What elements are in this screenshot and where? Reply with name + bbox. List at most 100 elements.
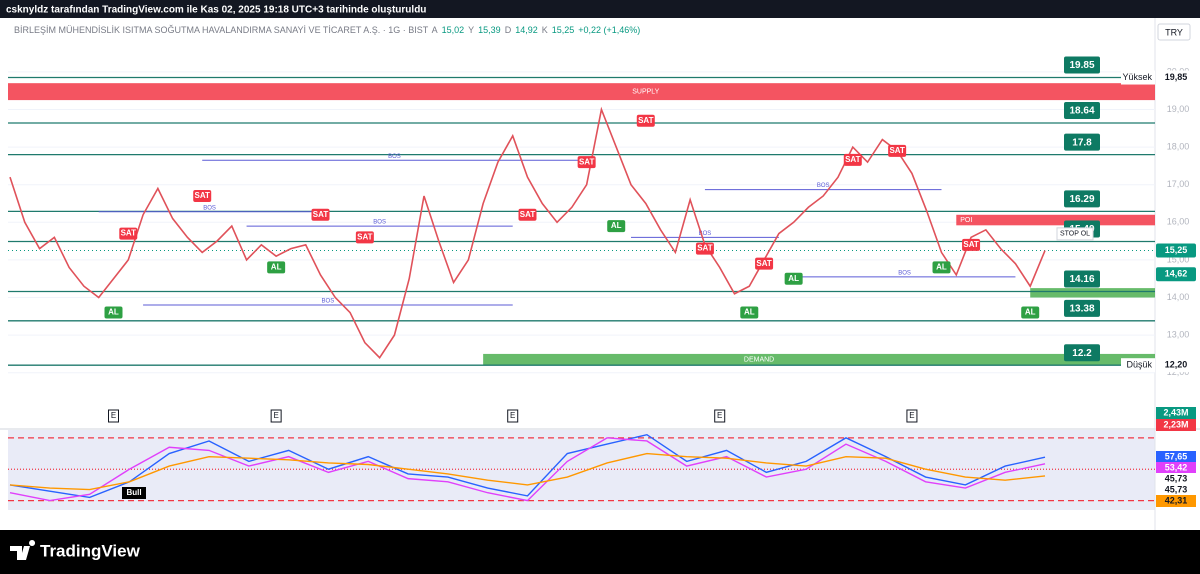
rsi-pane: [8, 430, 1155, 510]
signal-label: SAT: [638, 116, 654, 125]
bos-label: BOS: [817, 183, 830, 189]
signal-label: SAT: [889, 146, 905, 155]
level-label: 14.16: [1069, 274, 1094, 285]
earnings-box: [507, 409, 519, 423]
signal-label: SAT: [357, 232, 373, 241]
ohlc-value: 15,02: [442, 25, 465, 35]
signal-box: [888, 144, 907, 157]
rsi-line: [9, 433, 1046, 499]
earnings-label: E: [717, 411, 722, 420]
rsi-line: [9, 437, 1046, 502]
rsi-label: 42,31: [1165, 495, 1188, 505]
signal-label: SAT: [579, 157, 595, 166]
level-box: [1064, 133, 1100, 151]
earnings-label: E: [909, 411, 914, 420]
signal-label: SAT: [520, 210, 536, 219]
zone: [1030, 288, 1155, 298]
price-label: 12,20: [1165, 360, 1188, 370]
level-box: [1064, 56, 1100, 74]
earnings-box: [108, 409, 119, 423]
signal-box: [607, 220, 626, 233]
signal-box: [755, 257, 774, 270]
price-label-box: [1156, 358, 1196, 373]
y-tick-label: 14,00: [1167, 292, 1190, 302]
y-tick-label: 16,00: [1167, 217, 1190, 227]
signal-label: SAT: [121, 229, 137, 238]
signal-label: SAT: [756, 259, 772, 268]
change: +0,22 (+1,46%): [578, 25, 640, 35]
earnings-label: E: [510, 411, 515, 420]
volume-label: 2,23M: [1163, 419, 1188, 429]
level-label: 18.64: [1069, 106, 1094, 117]
volume-label-box: [1156, 419, 1196, 431]
price-line: [9, 106, 1046, 359]
signal-label: AL: [788, 274, 799, 283]
signal-box: [518, 208, 537, 221]
bos-label: BOS: [388, 154, 401, 160]
level-box: [1064, 190, 1100, 208]
signal-label: AL: [108, 308, 119, 317]
ohlc-value: 14,92: [515, 25, 538, 35]
signal-label: SAT: [845, 155, 861, 164]
rsi-label: 45,73: [1165, 473, 1188, 483]
zone: [956, 214, 1155, 226]
price-label-box: [1156, 243, 1196, 258]
y-tick-label: 13,00: [1167, 329, 1190, 339]
level-label: 19.85: [1069, 60, 1094, 71]
rsi-label-box: [1156, 462, 1196, 474]
earnings-label: E: [111, 411, 116, 420]
ohlc-key: D: [505, 25, 512, 35]
symbol-line: BİRLEŞİM MÜHENDİSLİK ISITMA SOĞUTMA HAVA…: [14, 25, 640, 35]
rsi-label-box: [1156, 451, 1196, 463]
earnings-box: [714, 409, 726, 423]
signal-label: SAT: [195, 191, 211, 200]
rsi-label-box: [1156, 484, 1196, 496]
price-label: 14,62: [1165, 269, 1188, 279]
ohlc-value: 15,39: [478, 25, 501, 35]
signal-label: SAT: [313, 210, 329, 219]
zone-label: POI: [960, 217, 972, 224]
currency-box: [1157, 23, 1191, 41]
signal-label: SAT: [963, 240, 979, 249]
rsi-label-box: [1156, 473, 1196, 485]
price-tag-box: [1121, 358, 1155, 373]
signal-box: [104, 306, 123, 319]
bos-label: BOS: [898, 270, 911, 276]
level-label: 12.2: [1072, 348, 1092, 359]
signal-box: [740, 306, 759, 319]
signal-box: [267, 261, 286, 274]
signal-box: [962, 238, 981, 251]
zone-label: DEMAND: [744, 356, 774, 363]
note-box: [1056, 227, 1094, 241]
rsi-label: 53,42: [1165, 462, 1188, 472]
bos-label: BOS: [699, 231, 712, 237]
earnings-label: E: [273, 411, 278, 420]
level-label: 16.29: [1069, 194, 1094, 205]
signal-label: SAT: [697, 244, 713, 253]
y-tick-label: 19,00: [1167, 104, 1190, 114]
level-label: 17.8: [1072, 137, 1092, 148]
signal-box: [932, 261, 951, 274]
signal-box: [695, 242, 714, 255]
rsi-label-box: [1156, 495, 1196, 507]
bos-label: BOS: [322, 299, 335, 305]
ohlc-key: A: [432, 25, 438, 35]
signal-label: AL: [271, 263, 282, 272]
signal-box: [577, 156, 596, 169]
signal-box: [311, 208, 330, 221]
price-label-box: [1156, 267, 1196, 282]
earnings-box: [270, 409, 282, 423]
signal-box: [843, 153, 862, 166]
ohlc-key: Y: [468, 25, 474, 35]
level-box: [1064, 299, 1100, 317]
volume-label: 2,43M: [1163, 407, 1188, 417]
y-tick-label: 15,00: [1167, 254, 1190, 264]
y-tick-label: 17,00: [1167, 179, 1190, 189]
price-tag: Düşük: [1126, 360, 1152, 370]
signal-label: AL: [1025, 308, 1036, 317]
bull-label: Bull: [126, 488, 141, 497]
signal-label: AL: [744, 308, 755, 317]
logo: [10, 540, 36, 560]
y-tick-label: 18,00: [1167, 141, 1190, 151]
price-label: 19,85: [1165, 72, 1188, 82]
